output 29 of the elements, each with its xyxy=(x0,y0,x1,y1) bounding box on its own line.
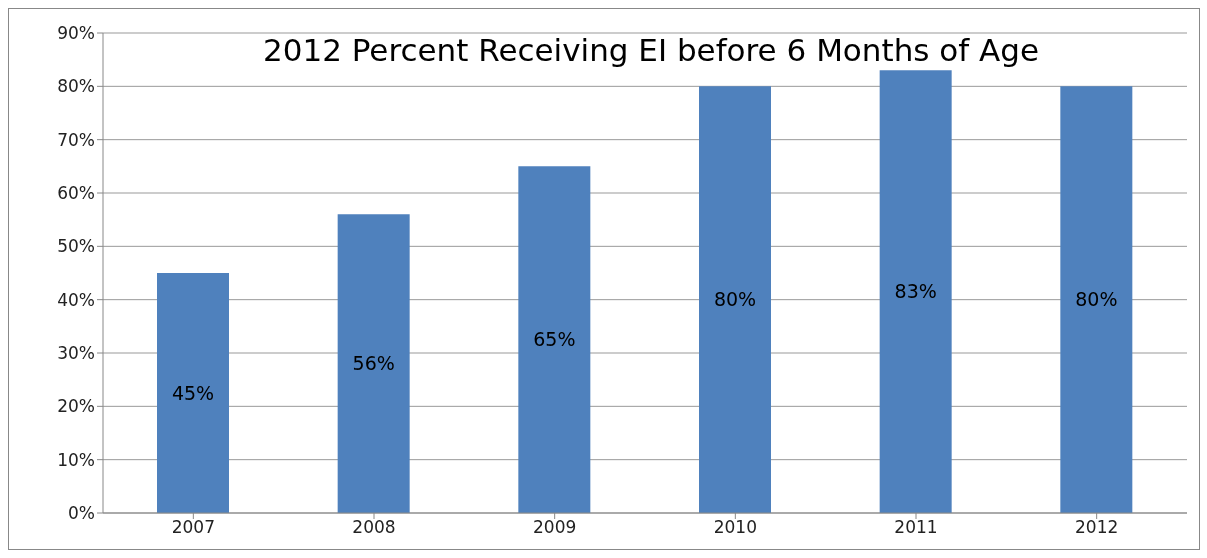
data-label: 80% xyxy=(1075,288,1118,311)
x-tick-label: 2007 xyxy=(171,517,215,538)
y-tick-label: 20% xyxy=(57,396,95,417)
y-tick-label: 80% xyxy=(57,76,95,97)
data-label: 45% xyxy=(171,381,215,404)
data-label: 65% xyxy=(533,328,576,351)
y-tick-label: 70% xyxy=(57,129,95,150)
bar xyxy=(157,273,229,513)
y-tick-label: 0% xyxy=(68,503,95,524)
y-tick-label: 90% xyxy=(57,23,95,44)
y-tick-label: 10% xyxy=(57,449,95,470)
y-tick-label: 40% xyxy=(57,289,95,310)
x-tick-label: 2012 xyxy=(1075,517,1119,538)
bar xyxy=(337,214,410,513)
bar xyxy=(699,86,771,513)
x-tick-label: 2011 xyxy=(894,517,938,538)
x-tick-label: 2009 xyxy=(533,517,577,538)
data-label: 80% xyxy=(713,288,757,311)
x-tick-label: 2008 xyxy=(352,517,396,538)
y-tick-label: 60% xyxy=(57,183,95,204)
data-label: 83% xyxy=(894,280,937,303)
bar xyxy=(879,70,952,513)
chart-title: 2012 Percent Receiving EI before 6 Months of Age xyxy=(263,32,1039,68)
y-tick-label: 50% xyxy=(57,236,95,257)
bar xyxy=(518,166,591,513)
y-tick-label: 30% xyxy=(57,343,95,364)
x-tick-label: 2010 xyxy=(713,517,757,538)
bar xyxy=(1060,86,1133,513)
data-label: 56% xyxy=(352,352,395,375)
